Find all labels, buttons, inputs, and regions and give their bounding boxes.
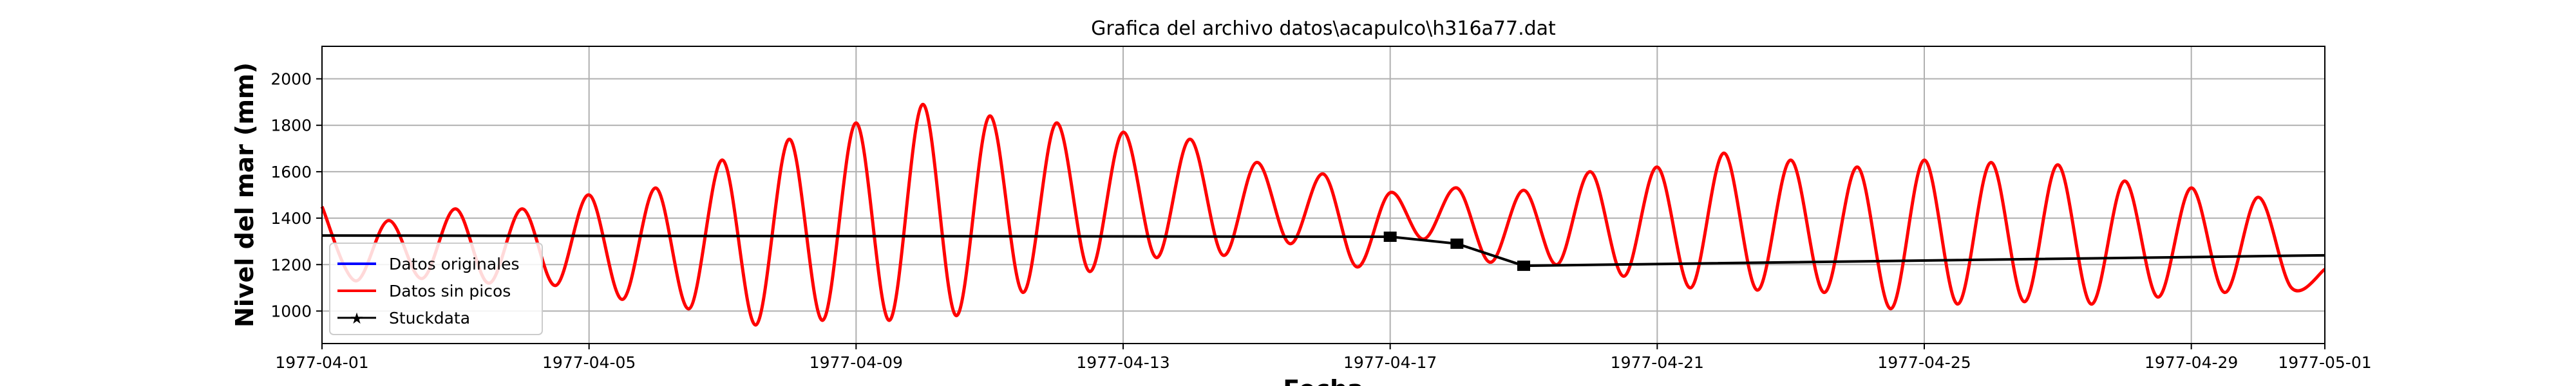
y-tick-label: 1400 xyxy=(270,209,312,228)
plot-area xyxy=(322,46,2325,344)
legend-label-original: Datos originales xyxy=(389,255,520,273)
chart-title: Grafica del archivo datos\acapulco\h316a… xyxy=(1091,17,1556,40)
series-datos-sin-picos-line xyxy=(320,102,2326,327)
x-tick-label: 1977-04-29 xyxy=(2145,353,2238,372)
x-tick-label: 1977-04-13 xyxy=(1076,353,1170,372)
legend-label-stuck: Stuckdata xyxy=(389,309,470,327)
stuckdata-marker xyxy=(1383,231,1397,242)
axis-ticks: 1977-04-01 1977-04-05 1977-04-09 1977-04-13… xyxy=(270,70,2371,372)
legend-label-sin-picos: Datos sin picos xyxy=(389,282,511,300)
y-tick-label: 1200 xyxy=(270,255,312,274)
x-tick-label: 1977-04-17 xyxy=(1343,353,1437,372)
x-tick-label: 1977-04-05 xyxy=(542,353,636,372)
x-axis-label: Fecha xyxy=(1283,375,1363,386)
y-axis-label: Nivel del mar (mm) xyxy=(231,62,259,327)
plot-frame xyxy=(321,46,2325,344)
legend-box xyxy=(329,243,543,335)
grid xyxy=(321,46,2325,344)
x-tick-label: 1977-04-09 xyxy=(810,353,903,372)
x-tick-label: 1977-04-25 xyxy=(1877,353,1971,372)
y-tick-label: 1800 xyxy=(270,116,312,135)
x-tick-label: 1977-04-21 xyxy=(1611,353,1704,372)
y-tick-label: 1000 xyxy=(270,302,312,320)
data-series xyxy=(320,102,2326,327)
legend: Datos originales Datos sin picos ★ Stuck… xyxy=(329,243,543,335)
legend-star-icon: ★ xyxy=(350,309,364,327)
stuckdata-marker xyxy=(1450,238,1464,249)
x-tick-label: 1977-05-01 xyxy=(2278,353,2371,372)
y-tick-label: 2000 xyxy=(270,70,312,89)
stuckdata-marker xyxy=(1517,261,1530,271)
y-tick-label: 1600 xyxy=(270,163,312,181)
x-tick-label: 1977-04-01 xyxy=(275,353,368,372)
